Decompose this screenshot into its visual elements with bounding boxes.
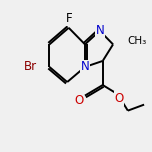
Text: O: O — [74, 94, 84, 107]
Text: N: N — [95, 24, 104, 37]
Text: Br: Br — [24, 60, 37, 73]
Text: N: N — [81, 60, 89, 73]
Text: F: F — [65, 12, 72, 25]
Text: O: O — [114, 92, 124, 105]
Text: CH₃: CH₃ — [128, 36, 147, 46]
